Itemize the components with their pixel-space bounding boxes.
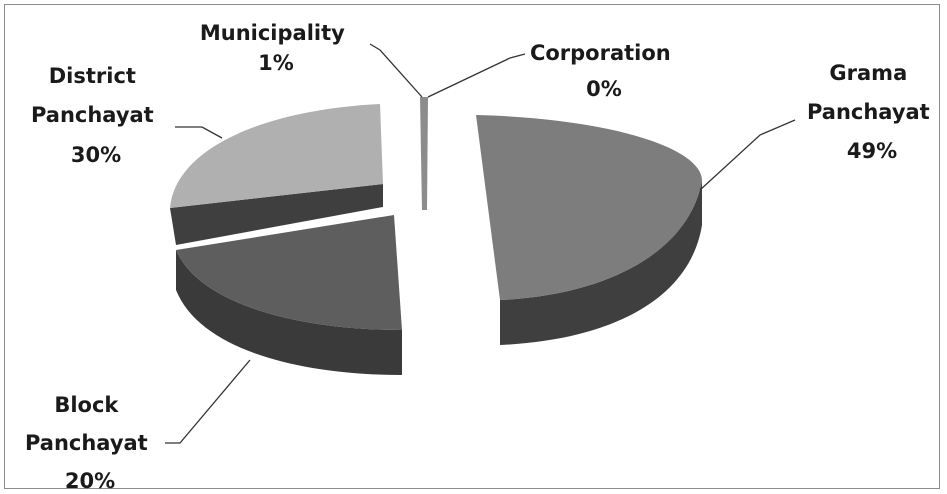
label-block-panchayat-name-1: Block [54,393,119,417]
leader-line-grama-panchayat [699,119,796,191]
slice-district-panchayat-side [170,184,383,245]
label-municipality-percent: 1% [258,51,294,75]
label-district-panchayat-name-1: District [49,64,136,88]
label-district-panchayat: District Panchayat 30% [31,64,161,167]
leader-line-municipality [369,43,423,98]
slice-municipality [420,97,428,210]
label-district-panchayat-name-2: Panchayat [31,103,154,127]
label-corporation-name: Corporation [530,41,671,65]
slice-grama-panchayat [476,115,702,345]
slice-block-panchayat-top [176,215,402,330]
slice-municipality-mark [420,97,428,210]
label-municipality: Municipality 1% [200,21,352,75]
leader-line-district-panchayat [175,126,223,139]
slice-block-panchayat-side [176,250,402,375]
slice-block-panchayat [176,215,402,375]
label-corporation-percent: 0% [586,77,622,101]
label-corporation: Corporation 0% [530,41,678,101]
slice-district-panchayat [170,104,383,245]
slice-grama-panchayat-top [476,115,702,300]
label-block-panchayat-percent: 20% [65,469,115,493]
label-grama-panchayat-name-2: Panchayat [807,100,930,124]
label-grama-panchayat: Grama Panchayat 49% [807,61,937,163]
leader-line-block-panchayat [165,359,251,444]
label-block-panchayat: Block Panchayat 20% [25,393,155,493]
label-block-panchayat-name-2: Panchayat [25,431,148,455]
chart-frame [4,4,940,489]
label-district-panchayat-percent: 30% [71,143,121,167]
leader-line-corporation [427,53,526,98]
slice-grama-panchayat-side [500,180,702,345]
label-municipality-name: Municipality [200,21,345,45]
label-grama-panchayat-name-1: Grama [829,61,907,85]
label-grama-panchayat-percent: 49% [847,139,897,163]
slice-district-panchayat-top [170,104,383,208]
